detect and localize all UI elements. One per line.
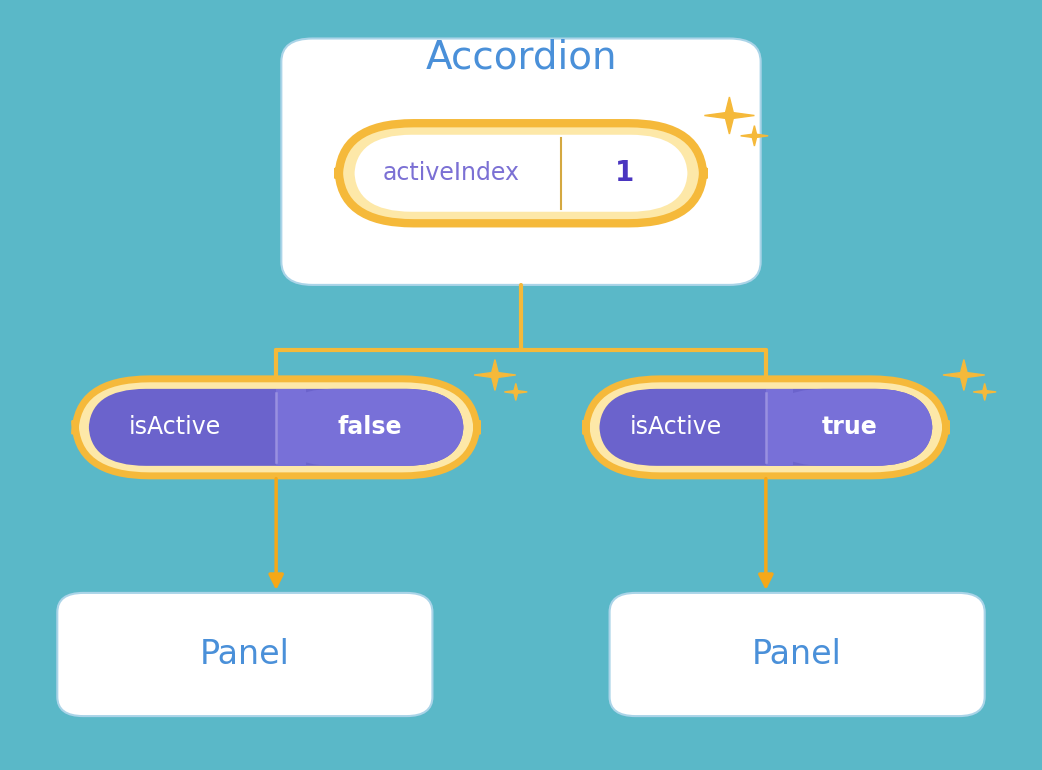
Text: false: false (338, 415, 402, 440)
FancyBboxPatch shape (610, 593, 985, 716)
FancyBboxPatch shape (599, 389, 933, 466)
Text: activeIndex: activeIndex (383, 161, 520, 186)
FancyBboxPatch shape (276, 389, 464, 466)
FancyBboxPatch shape (354, 135, 688, 212)
FancyBboxPatch shape (339, 123, 703, 223)
Polygon shape (943, 360, 985, 390)
FancyBboxPatch shape (276, 389, 306, 466)
FancyBboxPatch shape (766, 389, 933, 466)
Polygon shape (741, 126, 768, 146)
Text: Panel: Panel (752, 638, 842, 671)
FancyBboxPatch shape (57, 593, 432, 716)
FancyBboxPatch shape (75, 379, 477, 476)
Polygon shape (504, 383, 527, 400)
Text: true: true (821, 415, 877, 440)
Text: 1: 1 (615, 159, 634, 187)
FancyBboxPatch shape (281, 38, 761, 285)
Text: isActive: isActive (129, 415, 221, 440)
FancyBboxPatch shape (586, 379, 946, 476)
FancyBboxPatch shape (766, 389, 793, 466)
Polygon shape (973, 383, 996, 400)
Polygon shape (474, 360, 516, 390)
Text: isActive: isActive (629, 415, 722, 440)
Polygon shape (704, 97, 754, 134)
Text: Panel: Panel (200, 638, 290, 671)
FancyBboxPatch shape (89, 389, 464, 466)
Text: Accordion: Accordion (425, 38, 617, 77)
